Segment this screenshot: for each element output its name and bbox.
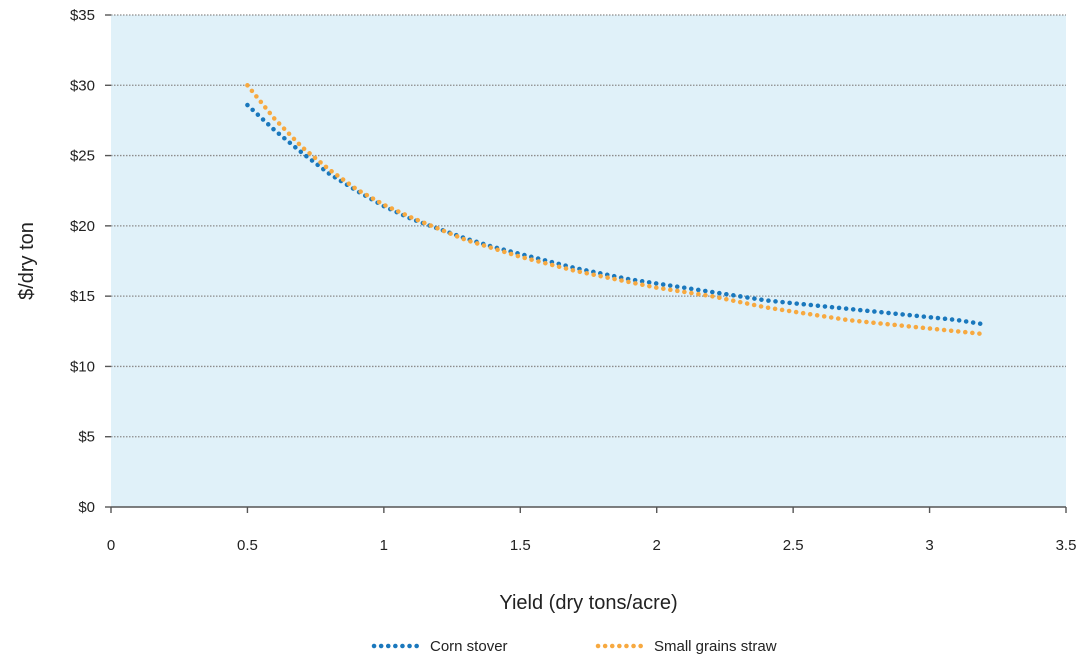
series-line-small-grains-straw — [245, 83, 987, 337]
series-line-corn-stover — [245, 102, 987, 327]
legend-label: Small grains straw — [654, 638, 777, 655]
x-tick-label: 2 — [653, 537, 661, 554]
y-tick-label: $20 — [70, 218, 95, 235]
series-group — [245, 83, 987, 337]
y-tick-label: $15 — [70, 288, 95, 305]
x-tick-label: 2.5 — [783, 537, 804, 554]
x-tick-label: 0.5 — [237, 537, 258, 554]
grid-lines — [111, 14, 1066, 438]
x-tick-label: 0 — [107, 537, 115, 554]
x-axis-title: Yield (dry tons/acre) — [499, 592, 677, 614]
legend: Corn stover Small grains straw — [371, 638, 777, 655]
y-tick-label: $10 — [70, 358, 95, 375]
axes: 0 0.5 1 1.5 2 2.5 3 3.5 $0 $5 $10 $15 $20 $25 $30 $35 — [70, 7, 1076, 554]
plot-area-background — [111, 15, 1066, 507]
y-tick-label: $30 — [70, 77, 95, 94]
x-tick-label: 3.5 — [1056, 537, 1077, 554]
x-tick-label: 1.5 — [510, 537, 531, 554]
y-tick-label: $35 — [70, 7, 95, 24]
y-axis-title: $/dry ton — [16, 222, 38, 300]
y-tick-label: $5 — [78, 429, 95, 446]
x-tick-label: 3 — [925, 537, 933, 554]
y-tick-label: $25 — [70, 148, 95, 165]
legend-label: Corn stover — [430, 638, 508, 655]
y-tick-label: $0 — [78, 499, 95, 516]
x-tick-label: 1 — [380, 537, 388, 554]
